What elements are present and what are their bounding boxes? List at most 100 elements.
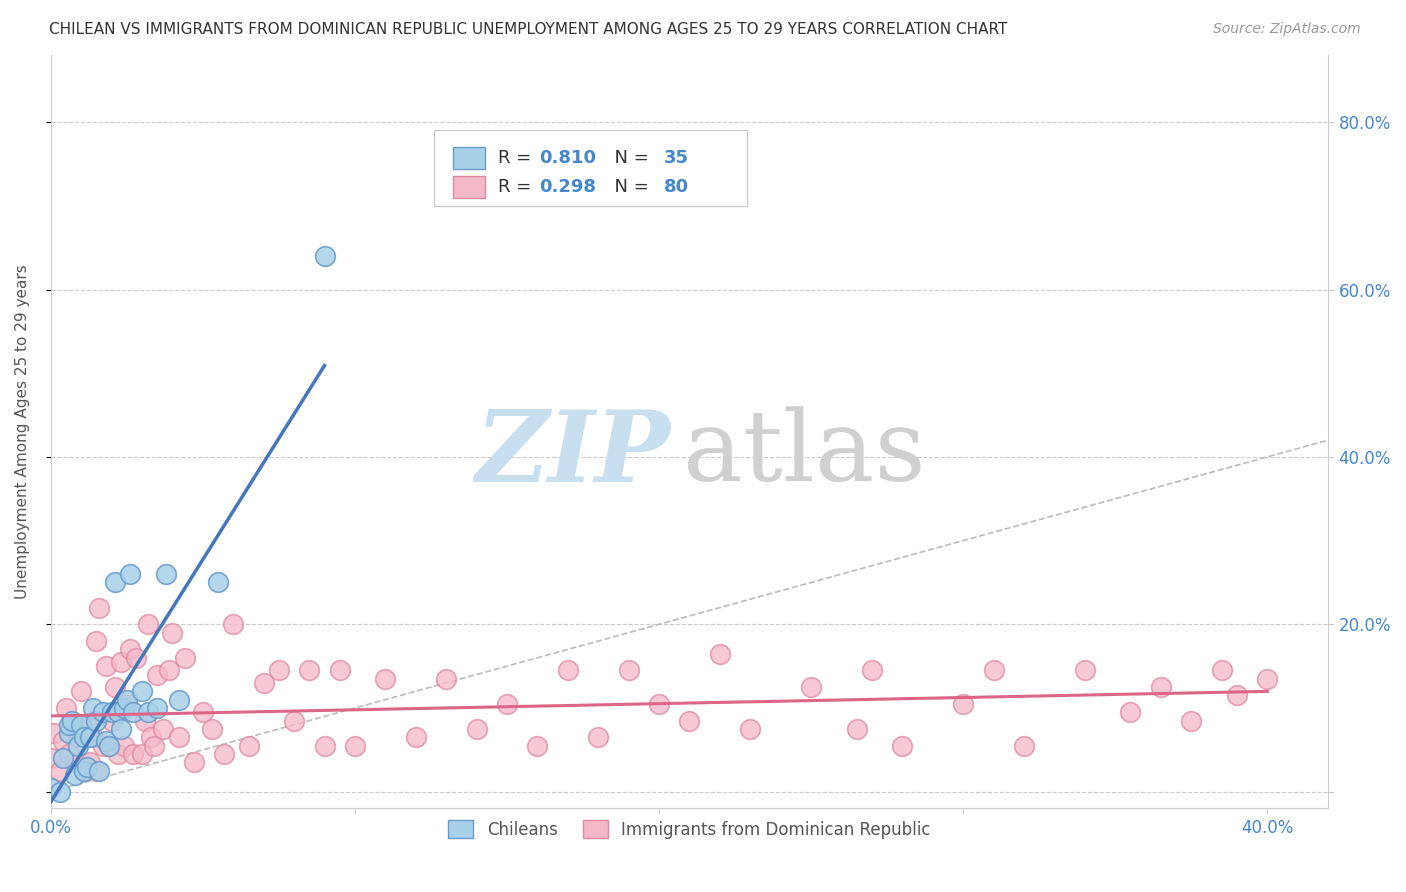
- Point: [107, 747, 129, 761]
- Text: 0.810: 0.810: [538, 149, 596, 167]
- Legend: Chileans, Immigrants from Dominican Republic: Chileans, Immigrants from Dominican Repu…: [441, 814, 938, 846]
- Text: N =: N =: [603, 178, 654, 196]
- Point: [122, 705, 145, 719]
- Point: [267, 663, 290, 677]
- Point: [39, 780, 62, 795]
- Point: [63, 756, 86, 770]
- Point: [58, 726, 80, 740]
- Point: [73, 764, 96, 778]
- Point: [58, 717, 80, 731]
- Point: [100, 714, 122, 728]
- Point: [76, 759, 98, 773]
- Point: [55, 701, 77, 715]
- Point: [115, 697, 138, 711]
- Point: [97, 739, 120, 753]
- Point: [207, 575, 229, 590]
- Point: [212, 747, 235, 761]
- Point: [94, 659, 117, 673]
- Point: [183, 756, 205, 770]
- Point: [891, 739, 914, 753]
- Point: [100, 705, 122, 719]
- Text: R =: R =: [498, 178, 537, 196]
- Point: [283, 714, 305, 728]
- Point: [73, 731, 96, 745]
- Point: [1211, 663, 1233, 677]
- Point: [52, 751, 75, 765]
- Point: [60, 714, 83, 728]
- Text: ZIP: ZIP: [475, 406, 671, 502]
- Point: [678, 714, 700, 728]
- Point: [526, 739, 548, 753]
- Text: 0.298: 0.298: [538, 178, 596, 196]
- Point: [167, 731, 190, 745]
- Point: [329, 663, 352, 677]
- Point: [155, 567, 177, 582]
- Point: [740, 722, 762, 736]
- Point: [465, 722, 488, 736]
- Point: [112, 701, 135, 715]
- Point: [167, 692, 190, 706]
- Point: [136, 705, 159, 719]
- Text: 35: 35: [664, 149, 689, 167]
- Point: [496, 697, 519, 711]
- Point: [70, 717, 93, 731]
- Point: [709, 647, 731, 661]
- Point: [1180, 714, 1202, 728]
- Point: [314, 249, 336, 263]
- Point: [141, 731, 163, 745]
- Point: [79, 731, 101, 745]
- Point: [143, 739, 166, 753]
- Point: [201, 722, 224, 736]
- Point: [39, 751, 62, 765]
- FancyBboxPatch shape: [453, 146, 485, 169]
- Point: [1226, 689, 1249, 703]
- Point: [314, 739, 336, 753]
- Point: [1012, 739, 1035, 753]
- Point: [253, 676, 276, 690]
- Point: [134, 714, 156, 728]
- Point: [131, 684, 153, 698]
- Y-axis label: Unemployment Among Ages 25 to 29 years: Unemployment Among Ages 25 to 29 years: [15, 264, 30, 599]
- Point: [67, 739, 90, 753]
- Point: [1119, 705, 1142, 719]
- Point: [89, 764, 111, 778]
- Point: [42, 726, 65, 740]
- Point: [152, 722, 174, 736]
- FancyBboxPatch shape: [453, 176, 485, 198]
- Point: [86, 634, 108, 648]
- Point: [162, 625, 184, 640]
- Point: [617, 663, 640, 677]
- Point: [238, 739, 260, 753]
- Point: [110, 655, 132, 669]
- Point: [800, 680, 823, 694]
- Point: [118, 567, 141, 582]
- Point: [952, 697, 974, 711]
- Text: R =: R =: [498, 149, 537, 167]
- Point: [58, 747, 80, 761]
- Point: [104, 575, 127, 590]
- Point: [374, 672, 396, 686]
- Point: [586, 731, 609, 745]
- Point: [118, 642, 141, 657]
- Point: [146, 667, 169, 681]
- Point: [131, 747, 153, 761]
- Point: [860, 663, 883, 677]
- Point: [82, 701, 104, 715]
- Point: [73, 764, 96, 778]
- Point: [82, 731, 104, 745]
- Point: [557, 663, 579, 677]
- Point: [648, 697, 671, 711]
- Point: [125, 650, 148, 665]
- Text: Source: ZipAtlas.com: Source: ZipAtlas.com: [1213, 22, 1361, 37]
- Point: [76, 717, 98, 731]
- Point: [110, 722, 132, 736]
- Point: [86, 714, 108, 728]
- Point: [60, 717, 83, 731]
- Point: [67, 731, 90, 745]
- Point: [63, 768, 86, 782]
- FancyBboxPatch shape: [434, 130, 747, 206]
- Point: [1074, 663, 1097, 677]
- Point: [89, 600, 111, 615]
- Point: [298, 663, 321, 677]
- Point: [405, 731, 427, 745]
